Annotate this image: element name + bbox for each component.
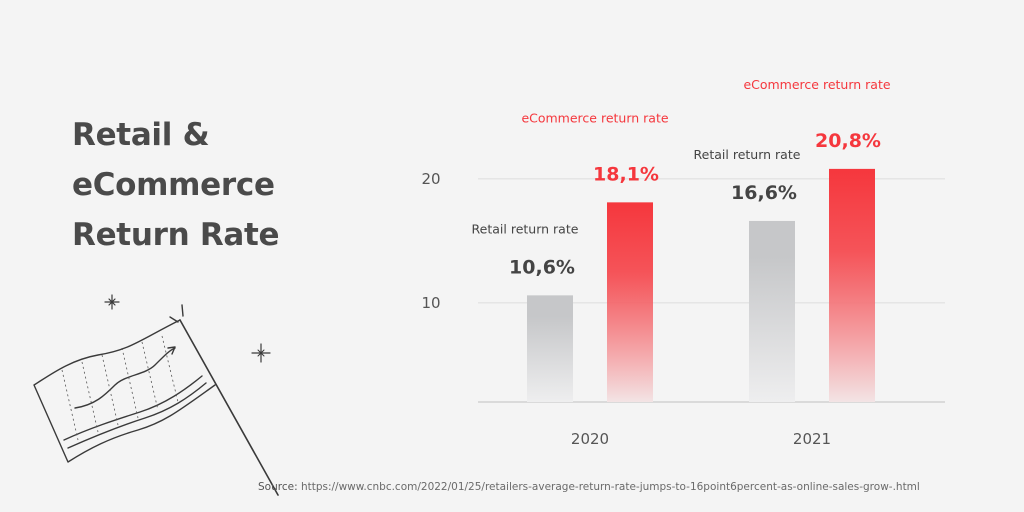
series-name-label: eCommerce return rate bbox=[743, 77, 890, 92]
title-line-2: eCommerce bbox=[72, 167, 275, 203]
source-url: https://www.cnbc.com/2022/01/25/retailer… bbox=[300, 481, 920, 493]
ecommerce-bar-2021 bbox=[829, 168, 875, 402]
ecommerce-bar-2020 bbox=[607, 202, 653, 402]
series-name-label: eCommerce return rate bbox=[521, 110, 668, 125]
source-label: Source: bbox=[258, 481, 298, 493]
series-name-label: Retail return rate bbox=[694, 147, 801, 162]
data-label: 18,1% bbox=[593, 163, 659, 185]
chart-title: Retail & eCommerce Return Rate bbox=[72, 110, 280, 260]
retail-bar-2020 bbox=[527, 295, 573, 402]
sparkle-icon bbox=[104, 294, 120, 310]
x-tick-label: 2021 bbox=[793, 430, 831, 448]
y-tick-label: 20 bbox=[421, 170, 440, 188]
y-tick-label: 10 bbox=[421, 294, 440, 312]
title-line-3: Return Rate bbox=[72, 217, 280, 253]
data-label: 16,6% bbox=[731, 182, 797, 204]
title-line-1: Retail & bbox=[72, 117, 210, 153]
data-label: 10,6% bbox=[509, 256, 575, 278]
x-tick-label: 2020 bbox=[571, 430, 609, 448]
series-name-label: Retail return rate bbox=[472, 221, 579, 236]
retail-bar-2021 bbox=[749, 220, 795, 402]
flag-illustration bbox=[33, 294, 279, 496]
data-label: 20,8% bbox=[815, 130, 881, 152]
source-note: Source: https://www.cnbc.com/2022/01/25/… bbox=[258, 481, 920, 493]
